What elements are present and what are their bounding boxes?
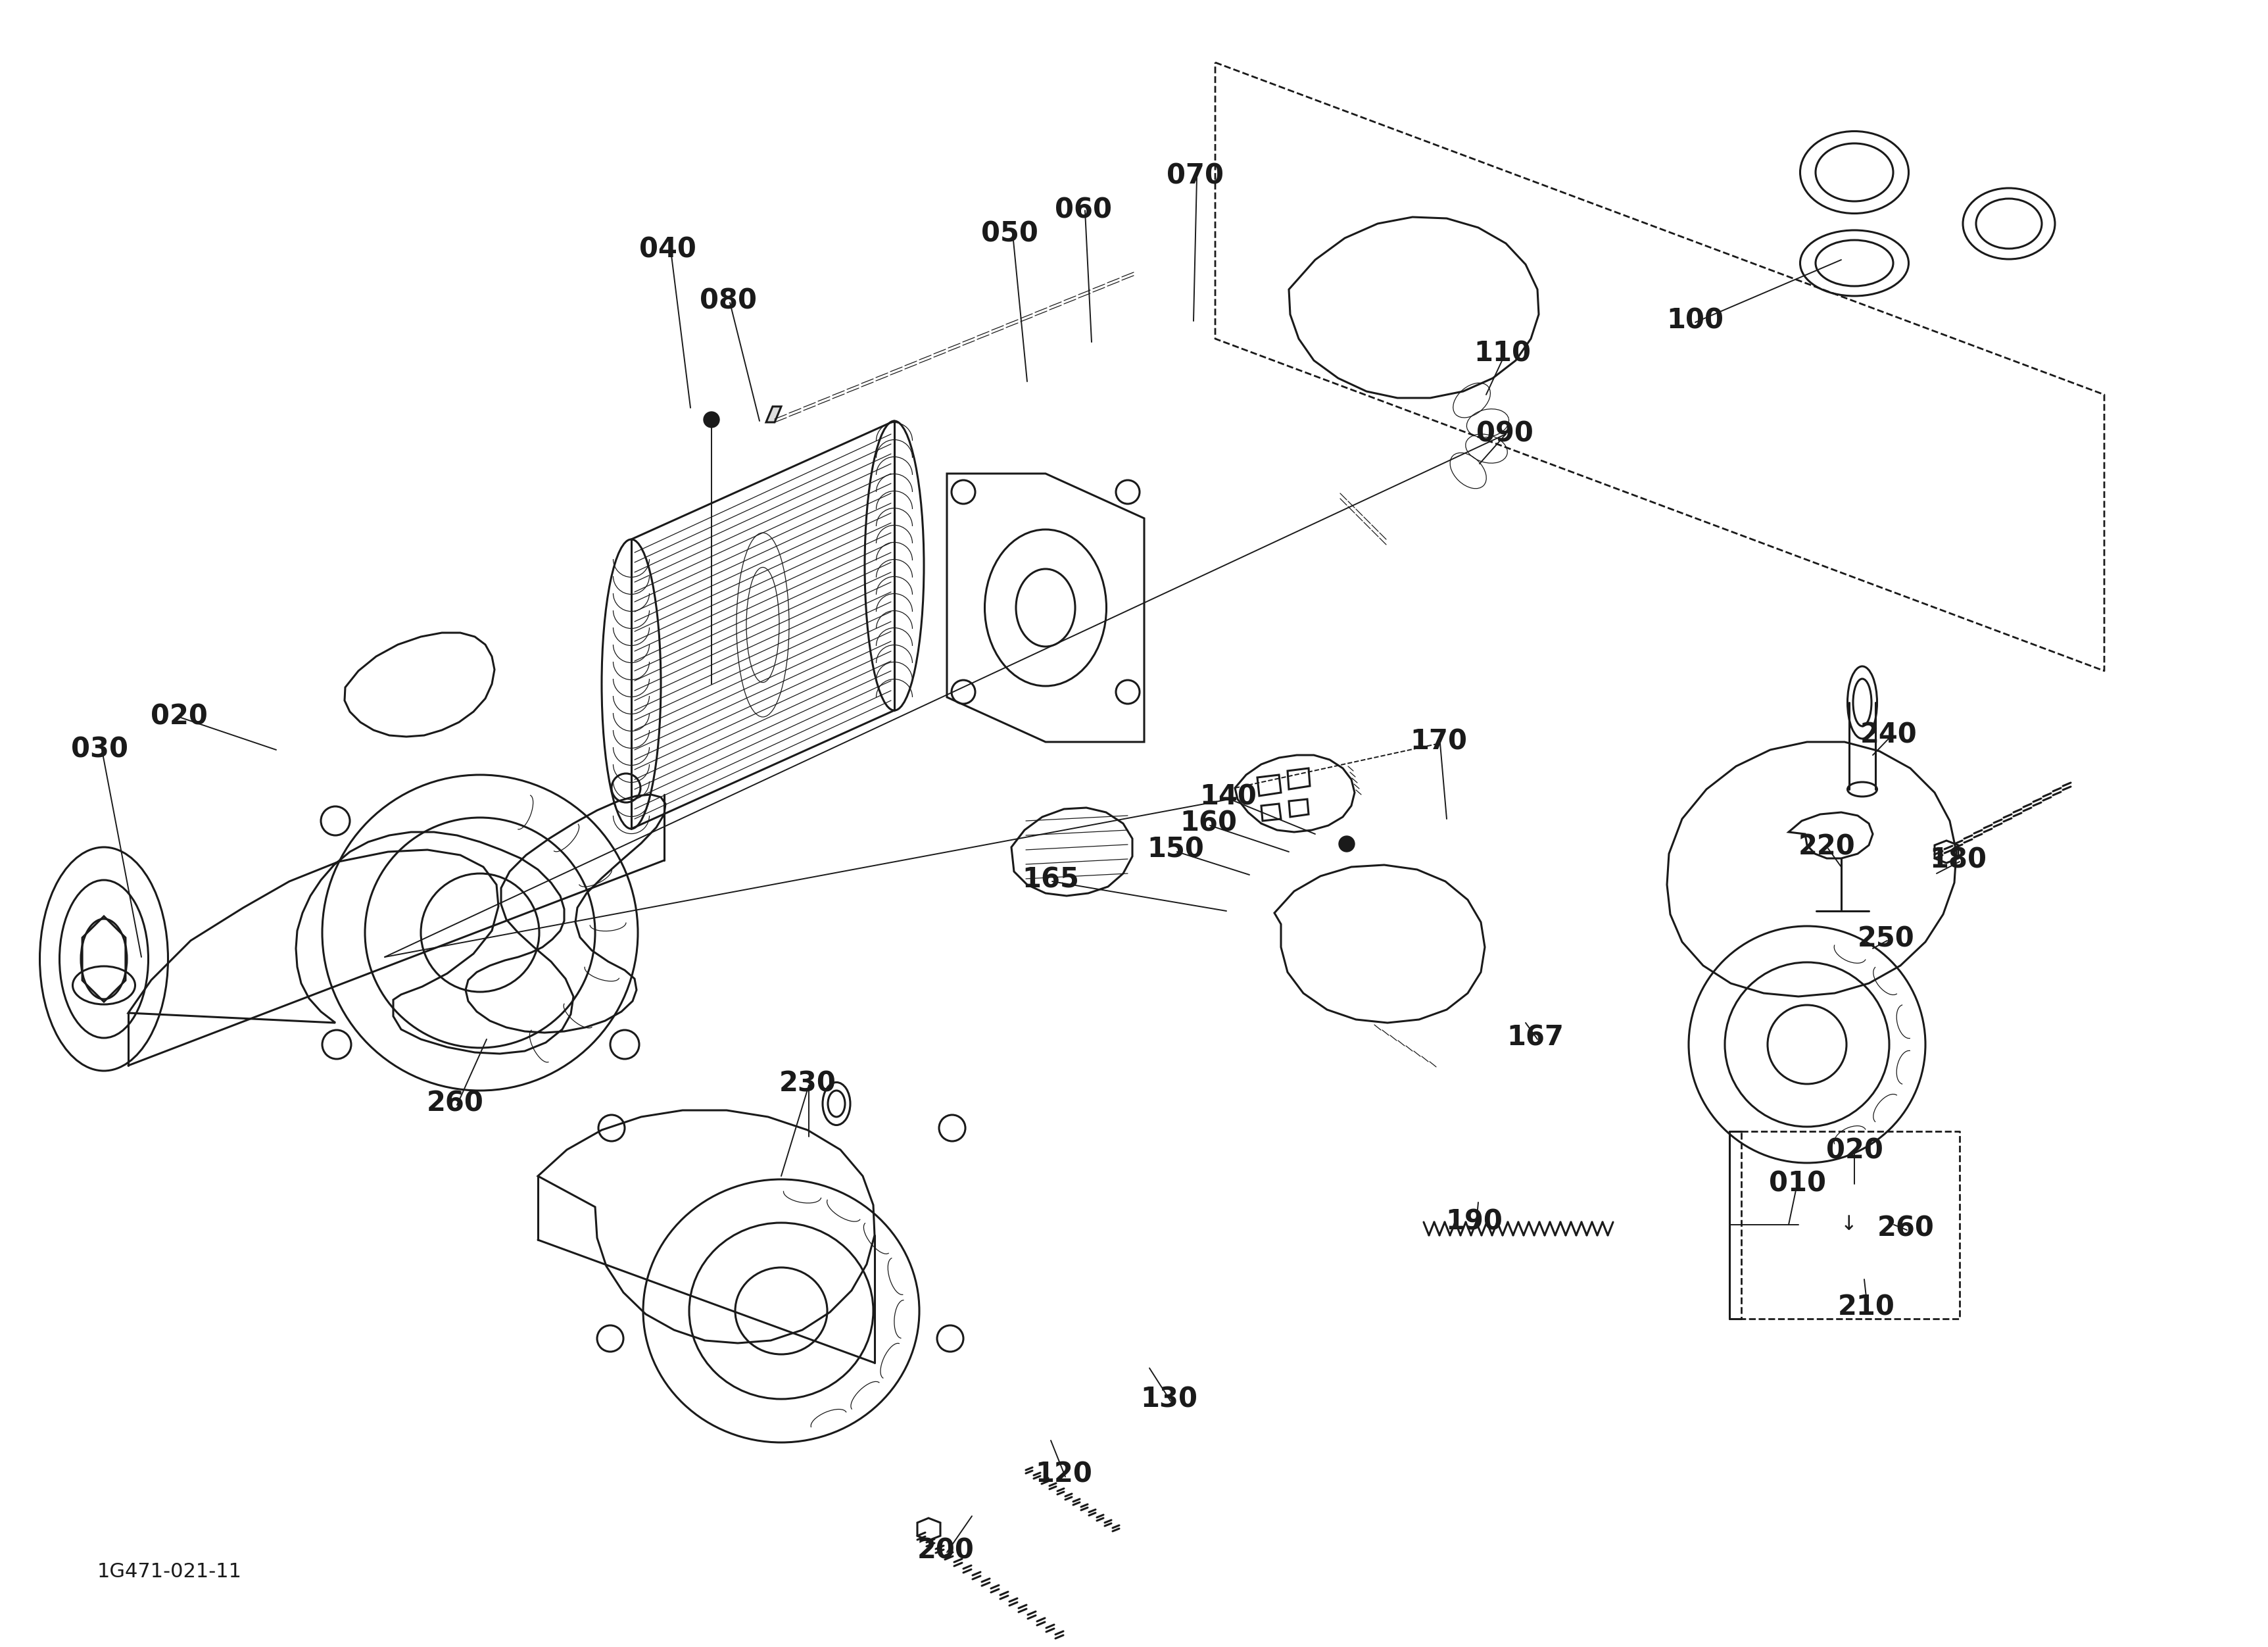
Text: 260: 260 bbox=[1878, 1215, 1935, 1242]
Text: 010: 010 bbox=[1769, 1169, 1826, 1197]
Text: 160: 160 bbox=[1179, 810, 1238, 837]
Text: 020: 020 bbox=[150, 703, 206, 731]
Text: 060: 060 bbox=[1055, 196, 1111, 224]
Text: 070: 070 bbox=[1166, 163, 1225, 189]
Text: 200: 200 bbox=[916, 1537, 975, 1565]
Text: 1G471-021-11: 1G471-021-11 bbox=[98, 1563, 243, 1581]
Text: ↓: ↓ bbox=[1842, 1215, 1857, 1234]
Circle shape bbox=[1338, 837, 1354, 851]
Text: 140: 140 bbox=[1200, 784, 1256, 810]
Text: 110: 110 bbox=[1474, 339, 1531, 367]
Text: 150: 150 bbox=[1148, 837, 1204, 863]
Text: 260: 260 bbox=[426, 1090, 483, 1118]
Text: 080: 080 bbox=[701, 288, 758, 315]
Text: 220: 220 bbox=[1799, 833, 1855, 861]
Text: 250: 250 bbox=[1857, 926, 1914, 954]
Text: 040: 040 bbox=[640, 236, 696, 264]
Text: 240: 240 bbox=[1860, 721, 1916, 749]
Text: 050: 050 bbox=[980, 219, 1039, 247]
Text: 020: 020 bbox=[1826, 1136, 1882, 1164]
Text: 167: 167 bbox=[1506, 1024, 1565, 1052]
Polygon shape bbox=[767, 407, 780, 422]
Text: 210: 210 bbox=[1837, 1295, 1894, 1321]
Text: 090: 090 bbox=[1476, 420, 1533, 448]
Text: 120: 120 bbox=[1036, 1461, 1093, 1489]
Text: 100: 100 bbox=[1667, 308, 1724, 334]
Text: 170: 170 bbox=[1411, 728, 1467, 756]
Text: 230: 230 bbox=[778, 1071, 837, 1099]
Text: 180: 180 bbox=[1930, 847, 1987, 875]
Text: 130: 130 bbox=[1141, 1385, 1198, 1413]
Text: 190: 190 bbox=[1445, 1209, 1504, 1235]
Circle shape bbox=[703, 412, 719, 428]
Text: 165: 165 bbox=[1023, 866, 1080, 894]
Text: 030: 030 bbox=[70, 736, 129, 764]
